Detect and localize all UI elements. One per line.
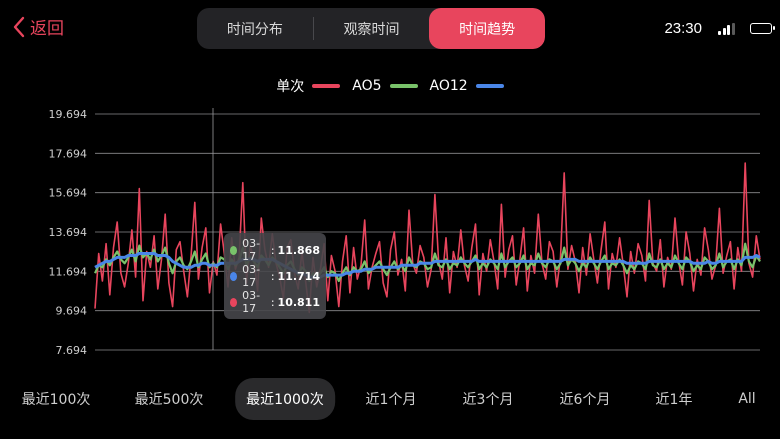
y-tick-label: 17.694 [49,147,88,160]
chart-legend: 单次 AO5 AO12 [0,76,780,96]
y-tick-label: 9.694 [56,305,88,318]
range-1-year[interactable]: 近1年 [655,392,693,408]
tooltip-colon: : [267,243,275,257]
range-last-1000[interactable]: 最近1000次 [235,378,335,420]
series-line-ao12 [94,252,761,279]
chevron-left-icon [13,16,25,37]
tooltip-dot [230,245,238,255]
tooltip-date: 03-17 [242,263,261,289]
tab-time-distribution[interactable]: 时间分布 [226,21,283,38]
legend-item-ao5[interactable]: AO5 [352,78,418,94]
y-tick-label: 7.694 [56,344,88,357]
range-1-month[interactable]: 近1个月 [365,392,417,408]
y-tick-label: 19.694 [49,108,88,121]
range-selector: 最近100次 最近500次 最近1000次 近1个月 近3个月 近6个月 近1年… [0,378,780,420]
tooltip-value: 11.868 [277,243,320,257]
tooltip-row: 03-17 : 11.868 [230,237,320,263]
legend-label: AO12 [429,78,468,94]
tooltip-row: 03-17 : 11.714 [230,263,320,289]
back-button[interactable]: 返回 [12,14,64,39]
range-all[interactable]: All [738,391,756,407]
trend-chart[interactable]: 19.694 17.694 15.694 13.694 11.694 9.694 7.694 [0,100,780,362]
tooltip-value: 10.811 [277,295,320,309]
legend-swatch [389,84,418,88]
legend-item-single[interactable]: 单次 [276,76,341,96]
tab-divider [312,17,314,40]
clock: 23:30 [664,20,702,37]
battery-icon [750,23,775,34]
chart-tooltip: 03-17 : 11.868 03-17 : 11.714 03-17 : 10… [224,233,326,319]
series-line-single [94,162,761,314]
legend-swatch [312,84,341,88]
status-bar: 23:30 [664,20,775,37]
range-last-500[interactable]: 最近500次 [134,392,204,408]
legend-item-ao12[interactable]: AO12 [430,78,504,94]
view-tabs: 时间分布 观察时间 时间趋势 [197,8,545,49]
tooltip-date: 03-17 [242,289,261,315]
tooltip-colon: : [267,269,275,283]
tooltip-value: 11.714 [277,269,320,283]
range-6-months[interactable]: 近6个月 [559,392,611,408]
legend-swatch [475,84,504,88]
range-last-100[interactable]: 最近100次 [21,392,91,408]
legend-label: AO5 [352,78,382,94]
series-line-ao5 [94,242,761,283]
tooltip-dot [230,297,238,307]
y-tick-label: 11.694 [49,265,88,278]
tooltip-date: 03-17 [242,237,261,263]
tab-observe-time[interactable]: 观察时间 [343,21,400,38]
tooltip-row: 03-17 : 10.811 [230,289,320,315]
y-tick-label: 13.694 [49,226,88,239]
tooltip-dot [230,271,238,281]
y-tick-label: 15.694 [49,187,88,200]
tooltip-colon: : [267,295,275,309]
signal-icon [718,22,736,35]
range-3-months[interactable]: 近3个月 [462,392,514,408]
legend-label: 单次 [276,79,305,95]
back-label: 返回 [30,19,64,39]
tab-time-trend[interactable]: 时间趋势 [429,8,545,49]
